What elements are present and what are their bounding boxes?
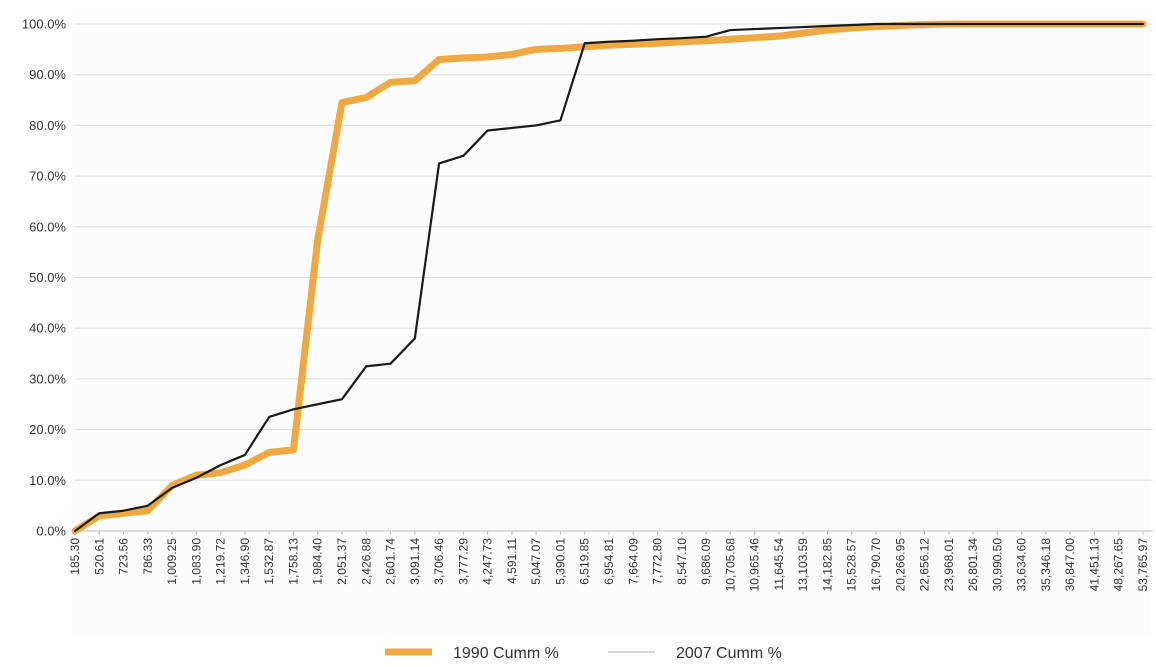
x-tick-label: 1,984.40 [311, 538, 325, 585]
x-tick-label: 7,772.80 [651, 538, 665, 585]
x-tick-label: 23,968.01 [942, 538, 956, 592]
x-tick-label: 3,091.14 [408, 538, 422, 585]
x-tick-label: 41,451.13 [1087, 538, 1101, 592]
x-tick-label: 20,266.95 [893, 538, 907, 592]
x-tick-label: 16,790.70 [869, 538, 883, 592]
y-tick-label: 30.0% [29, 371, 66, 386]
x-tick-label: 1,758.13 [286, 538, 300, 585]
x-tick-label: 1,009.25 [165, 538, 179, 585]
y-tick-label: 0.0% [36, 524, 66, 539]
x-tick-label: 185.30 [68, 538, 82, 575]
x-tick-label: 520.61 [92, 538, 106, 575]
x-tick-label: 3,706.46 [432, 538, 446, 585]
x-tick-label: 6,519.85 [578, 538, 592, 585]
x-tick-label: 36,847.00 [1063, 538, 1077, 592]
x-tick-label: 53,765.97 [1136, 538, 1150, 592]
y-tick-label: 10.0% [29, 473, 66, 488]
x-tick-label: 4,591.11 [505, 538, 519, 584]
x-tick-label: 15,528.57 [845, 538, 859, 592]
y-tick-label: 90.0% [29, 67, 66, 82]
y-tick-label: 50.0% [29, 270, 66, 285]
y-tick-label: 70.0% [29, 169, 66, 184]
y-tick-label: 40.0% [29, 321, 66, 336]
x-tick-label: 1,219.72 [214, 538, 228, 585]
x-tick-label: 2,601.74 [384, 538, 398, 585]
x-tick-label: 14,182.85 [820, 538, 834, 592]
x-tick-label: 786.33 [141, 538, 155, 575]
x-tick-label: 26,801.34 [966, 538, 980, 592]
x-tick-label: 30,990.50 [990, 538, 1004, 592]
x-tick-label: 5,390.01 [553, 538, 567, 585]
legend-label: 2007 Cumm % [676, 645, 782, 662]
x-tick-label: 35,346.18 [1039, 538, 1053, 592]
x-tick-label: 5,047.07 [529, 538, 543, 585]
x-tick-label: 723.56 [117, 538, 131, 575]
x-tick-label: 7,664.09 [626, 538, 640, 585]
y-tick-label: 60.0% [29, 219, 66, 234]
y-tick-label: 80.0% [29, 118, 66, 133]
x-tick-label: 48,267.65 [1112, 538, 1126, 592]
x-tick-label: 1,532.87 [262, 538, 276, 585]
x-tick-label: 1,346.90 [238, 538, 252, 585]
x-tick-label: 2,051.37 [335, 538, 349, 585]
x-tick-label: 9,686.09 [699, 538, 713, 585]
x-tick-label: 33,634.60 [1015, 538, 1029, 592]
x-tick-label: 8,547.10 [675, 538, 689, 585]
x-tick-label: 6,954.81 [602, 538, 616, 585]
legend-label: 1990 Cumm % [453, 645, 559, 662]
y-tick-label: 100.0% [22, 17, 67, 32]
x-tick-label: 10,705.68 [723, 538, 737, 592]
x-tick-label: 11,645.54 [772, 538, 786, 591]
x-tick-label: 10,965.46 [748, 538, 762, 592]
x-tick-label: 2,426.88 [359, 538, 373, 585]
x-tick-label: 1,083.90 [189, 538, 203, 585]
x-tick-label: 3,777.29 [456, 538, 470, 585]
y-tick-label: 20.0% [29, 422, 66, 437]
x-tick-label: 4,247.73 [481, 538, 495, 585]
x-tick-label: 22,656.12 [918, 538, 932, 592]
x-tick-label: 13,103.59 [796, 538, 810, 592]
